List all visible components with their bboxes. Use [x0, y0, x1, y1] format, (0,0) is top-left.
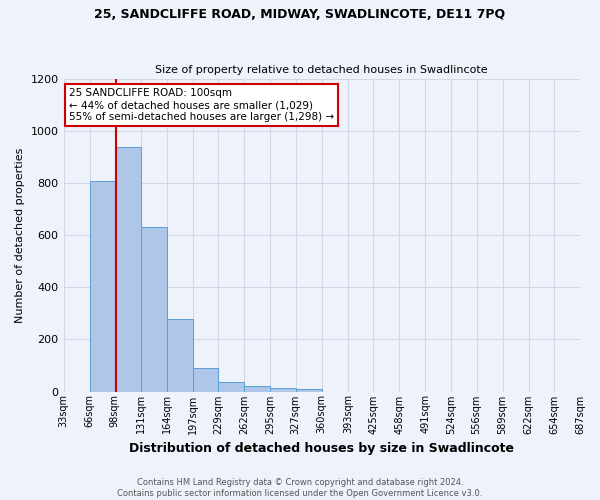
- Bar: [218, 382, 244, 392]
- Bar: [141, 228, 167, 392]
- Title: Size of property relative to detached houses in Swadlincote: Size of property relative to detached ho…: [155, 66, 488, 76]
- Text: 25, SANDCLIFFE ROAD, MIDWAY, SWADLINCOTE, DE11 7PQ: 25, SANDCLIFFE ROAD, MIDWAY, SWADLINCOTE…: [94, 8, 506, 20]
- Bar: [89, 180, 115, 392]
- Bar: [115, 147, 141, 392]
- X-axis label: Distribution of detached houses by size in Swadlincote: Distribution of detached houses by size …: [129, 442, 514, 455]
- Bar: [296, 389, 322, 392]
- Bar: [271, 388, 296, 392]
- Y-axis label: Number of detached properties: Number of detached properties: [15, 148, 25, 323]
- Text: Contains HM Land Registry data © Crown copyright and database right 2024.
Contai: Contains HM Land Registry data © Crown c…: [118, 478, 482, 498]
- Bar: [193, 368, 218, 392]
- Bar: [244, 386, 271, 392]
- Bar: [167, 318, 193, 392]
- Text: 25 SANDCLIFFE ROAD: 100sqm
← 44% of detached houses are smaller (1,029)
55% of s: 25 SANDCLIFFE ROAD: 100sqm ← 44% of deta…: [69, 88, 334, 122]
